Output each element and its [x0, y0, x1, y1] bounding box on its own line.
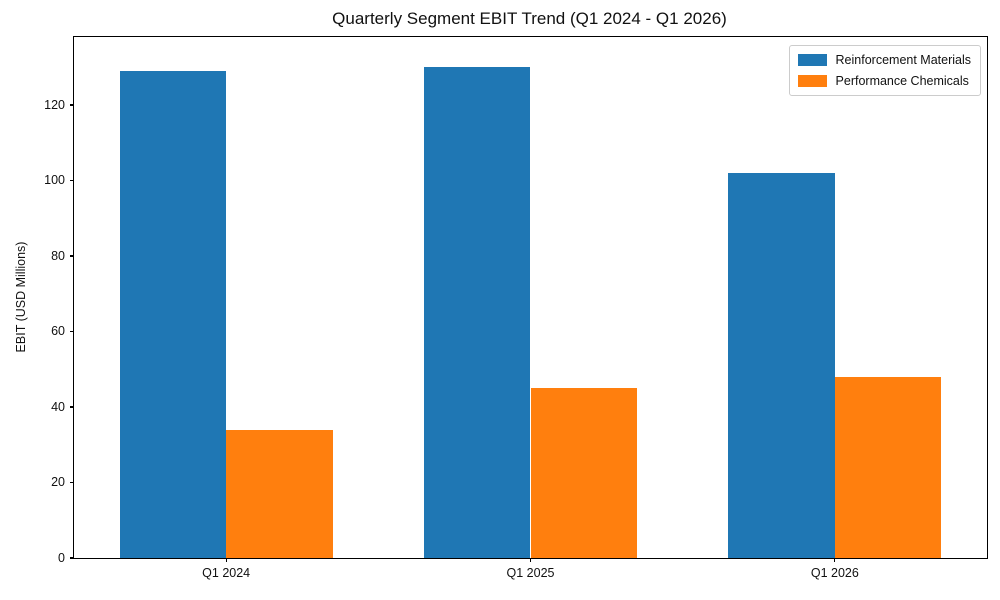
legend-swatch-icon	[797, 54, 827, 66]
y-tick-mark	[70, 255, 74, 257]
bar-reinforcement-materials-q1-2024	[119, 70, 227, 558]
x-tick-label: Q1 2026	[810, 566, 859, 580]
x-tick-mark	[529, 558, 532, 562]
x-tick-mark	[225, 558, 227, 562]
legend-label: Performance Chemicals	[835, 74, 969, 88]
bar-reinforcement-materials-q1-2025	[423, 67, 531, 558]
y-tick-mark	[70, 406, 74, 408]
y-tick-mark	[70, 481, 74, 484]
y-tick-label: 100	[44, 173, 65, 188]
x-tick-label: Q1 2025	[506, 566, 555, 580]
bar-performance-chemicals-q1-2025	[530, 388, 638, 558]
x-tick-mark	[834, 558, 836, 562]
bar-reinforcement-materials-q1-2026	[728, 172, 835, 558]
y-tick-label: 120	[44, 97, 65, 112]
y-tick-mark	[70, 179, 74, 182]
legend-item-reinforcement-materials: Reinforcement Materials	[797, 53, 971, 67]
y-tick-label: 0	[58, 551, 65, 565]
y-tick-label: 80	[51, 248, 65, 263]
legend-item-performance-chemicals: Performance Chemicals	[797, 74, 971, 88]
plot-area: 0 20 40 60 80 100 120 Q1 2024 Q1 2025 Q1 2026 Re…	[44, 36, 988, 580]
y-tick-mark	[70, 104, 74, 106]
chart-title: Quarterly Segment EBIT Trend (Q1 2024 - …	[332, 9, 727, 28]
legend-label: Reinforcement Materials	[835, 53, 971, 67]
y-tick-label: 40	[51, 399, 65, 414]
y-tick-label: 60	[51, 324, 65, 339]
y-tick-label: 20	[51, 475, 65, 490]
y-axis-label: EBIT (USD Millions)	[14, 241, 28, 353]
legend: Reinforcement Materials Performance Chemi…	[788, 45, 981, 96]
bar-performance-chemicals-q1-2026	[834, 376, 942, 558]
y-tick-mark	[70, 557, 74, 559]
x-tick-label: Q1 2024	[202, 566, 251, 580]
bar-performance-chemicals-q1-2024	[226, 429, 333, 558]
legend-swatch-icon	[797, 75, 827, 87]
y-tick-mark	[70, 330, 74, 333]
